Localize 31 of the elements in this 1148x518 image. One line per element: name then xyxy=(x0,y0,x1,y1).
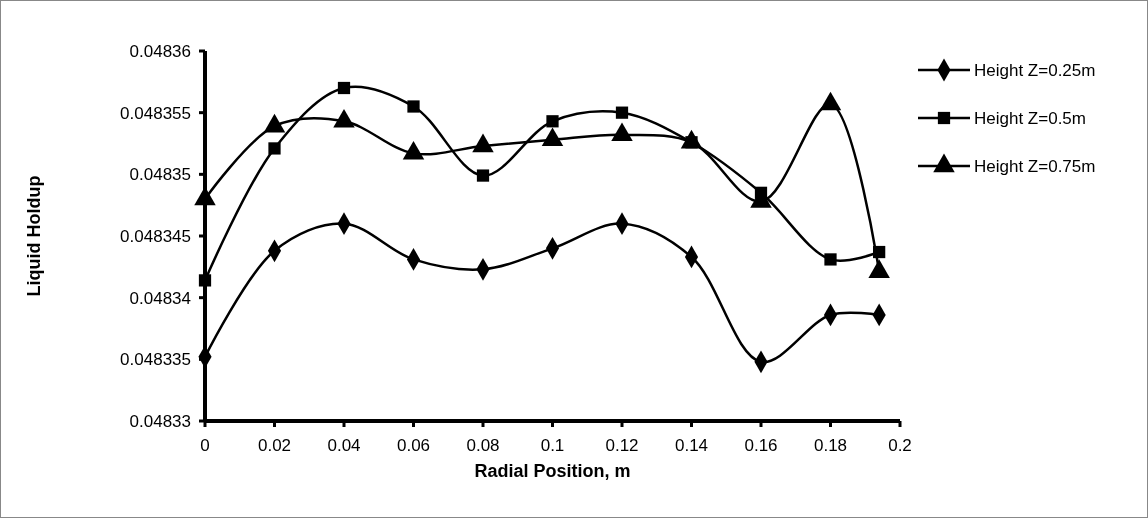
legend-label: Height Z=0.75m xyxy=(974,156,1096,176)
point xyxy=(407,100,420,113)
legend-label: Height Z=0.5m xyxy=(974,108,1086,128)
x-tick-label: 0 xyxy=(200,436,210,455)
point xyxy=(337,81,351,95)
legend-label: Height Z=0.25m xyxy=(974,60,1096,80)
x-tick-label: 0.12 xyxy=(605,436,639,455)
y-tick-label: 0.048355 xyxy=(120,103,191,123)
point xyxy=(824,253,837,266)
y-tick-label: 0.048335 xyxy=(120,350,191,370)
point xyxy=(546,115,559,128)
x-tick-label: 0.16 xyxy=(744,436,778,455)
y-tick-label: 0.04836 xyxy=(129,41,191,61)
x-tick-label: 0.02 xyxy=(257,436,292,455)
x-tick-label: 0.1 xyxy=(540,436,565,455)
x-axis-title: Radial Position, m xyxy=(474,461,631,481)
y-tick-label: 0.048345 xyxy=(120,226,191,246)
x-tick-label: 0.18 xyxy=(813,436,848,455)
x-tick-label: 0.08 xyxy=(466,436,500,455)
x-tick-label: 0.14 xyxy=(674,436,709,455)
y-axis-title: Liquid Holdup xyxy=(24,175,44,297)
point xyxy=(615,106,629,119)
point xyxy=(476,169,490,182)
point xyxy=(268,142,281,155)
x-tick-label: 0.2 xyxy=(888,436,912,455)
y-tick-label: 0.04833 xyxy=(129,411,191,431)
x-tick-label: 0.04 xyxy=(327,436,361,455)
point xyxy=(198,274,212,287)
y-tick-label: 0.04835 xyxy=(129,165,191,185)
x-tick-label: 0.06 xyxy=(396,436,431,455)
y-tick-label: 0.04834 xyxy=(129,288,191,308)
